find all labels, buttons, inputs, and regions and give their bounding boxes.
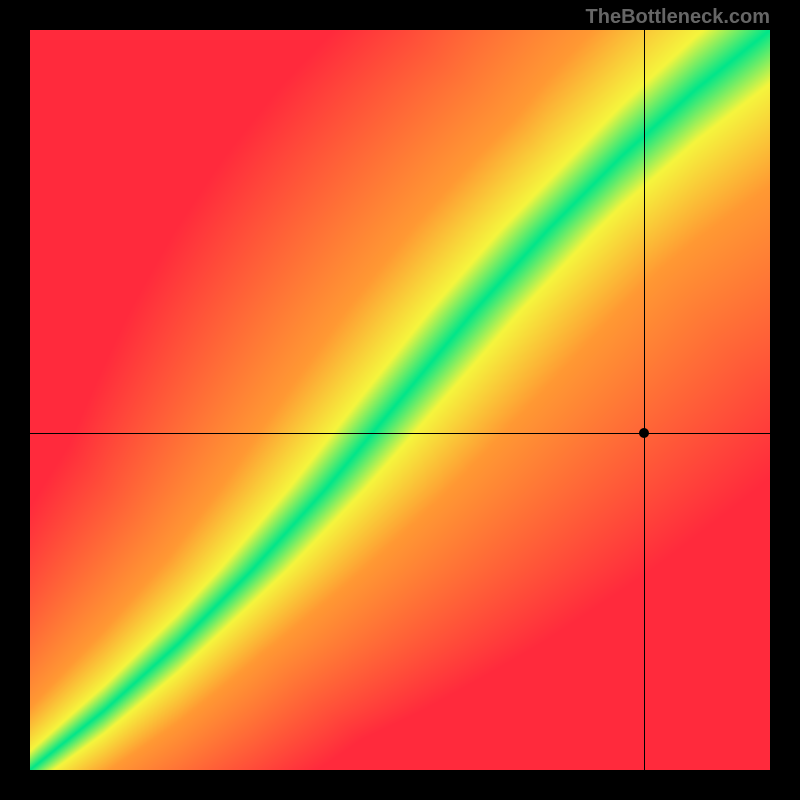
crosshair-horizontal	[30, 433, 770, 434]
crosshair-vertical	[644, 30, 645, 770]
chart-container: TheBottleneck.com	[0, 0, 800, 800]
bottleneck-heatmap	[30, 30, 770, 770]
plot-area	[30, 30, 770, 770]
watermark-text: TheBottleneck.com	[586, 6, 770, 29]
crosshair-marker	[639, 428, 649, 438]
